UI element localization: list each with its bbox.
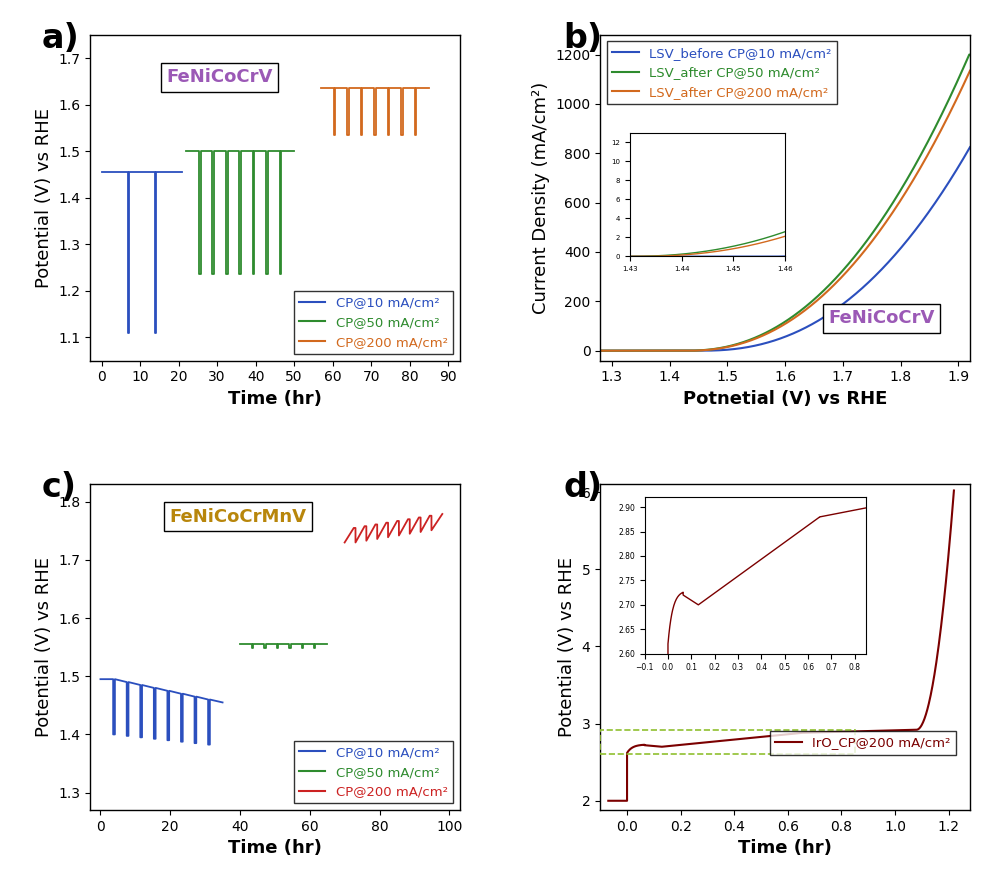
- X-axis label: Potnetial (V) vs RHE: Potnetial (V) vs RHE: [683, 390, 887, 408]
- Text: c): c): [42, 471, 77, 504]
- Text: d): d): [563, 471, 602, 504]
- Y-axis label: Potential (V) vs RHE: Potential (V) vs RHE: [35, 108, 53, 287]
- Text: b): b): [563, 22, 602, 55]
- Text: a): a): [42, 22, 80, 55]
- Y-axis label: Potential (V) vs RHE: Potential (V) vs RHE: [558, 557, 576, 737]
- Text: FeNiCoCrV: FeNiCoCrV: [828, 309, 934, 327]
- X-axis label: Time (hr): Time (hr): [228, 840, 322, 857]
- Legend: CP@10 mA/cm², CP@50 mA/cm², CP@200 mA/cm²: CP@10 mA/cm², CP@50 mA/cm², CP@200 mA/cm…: [294, 740, 453, 803]
- Legend: IrO_CP@200 mA/cm²: IrO_CP@200 mA/cm²: [770, 731, 956, 754]
- Y-axis label: Current Density (mA/cm²): Current Density (mA/cm²): [532, 82, 550, 314]
- Y-axis label: Potential (V) vs RHE: Potential (V) vs RHE: [35, 557, 53, 737]
- X-axis label: Time (hr): Time (hr): [738, 840, 832, 857]
- Bar: [600, 730, 855, 754]
- Legend: CP@10 mA/cm², CP@50 mA/cm², CP@200 mA/cm²: CP@10 mA/cm², CP@50 mA/cm², CP@200 mA/cm…: [294, 291, 453, 354]
- X-axis label: Time (hr): Time (hr): [228, 390, 322, 408]
- Legend: LSV_before CP@10 mA/cm², LSV_after CP@50 mA/cm², LSV_after CP@200 mA/cm²: LSV_before CP@10 mA/cm², LSV_after CP@50…: [607, 42, 837, 105]
- Text: FeNiCoCrMnV: FeNiCoCrMnV: [169, 508, 306, 526]
- Text: FeNiCoCrV: FeNiCoCrV: [166, 68, 273, 86]
